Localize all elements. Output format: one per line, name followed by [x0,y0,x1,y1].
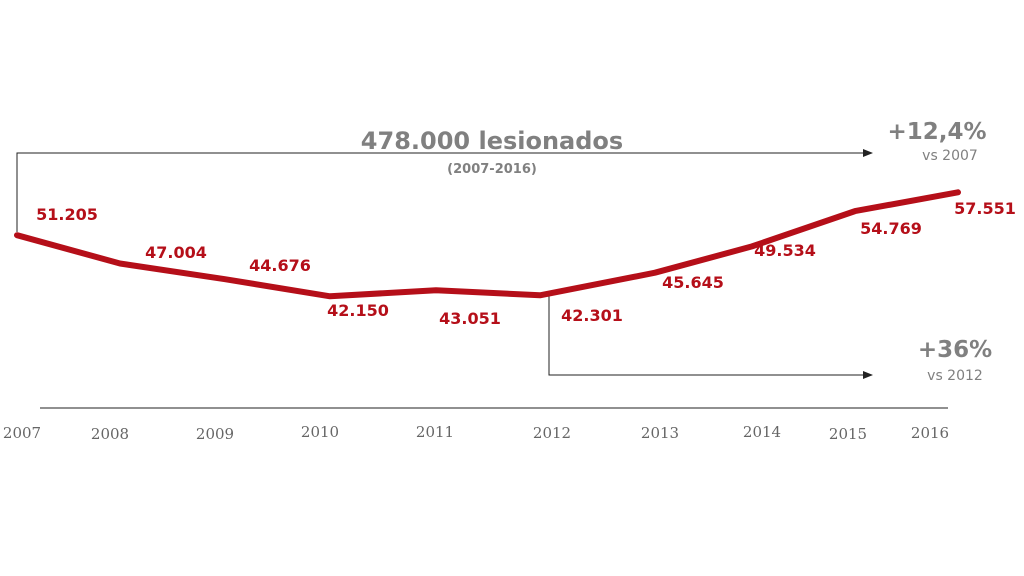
x-tick-label: 2007 [3,424,41,442]
data-label: 54.769 [860,219,922,238]
change-since-2012-ref: vs 2012 [927,368,983,384]
change-since-2012-text: +36% [918,337,992,363]
data-labels: 51.205 47.004 44.676 42.150 43.051 42.301 45.6… [36,199,1016,328]
data-label: 57.551 [954,199,1016,218]
data-label: 51.205 [36,205,98,224]
x-tick-label: 2012 [533,424,571,442]
x-tick-label: 2016 [911,424,949,442]
x-tick-label: 2015 [829,425,867,443]
since-2012-arrow [548,296,873,379]
data-label: 42.301 [561,306,623,325]
total-period-text: (2007-2016) [447,162,537,177]
data-label: 45.645 [662,273,724,292]
x-tick-label: 2008 [91,425,129,443]
x-tick-label: 2013 [641,424,679,442]
x-tick-label: 2014 [743,423,781,441]
x-axis-ticks: 2007 2008 2009 2010 2011 2012 2013 2014 2015 2016 [3,423,949,443]
total-value-text: 478.000 lesionados [361,127,623,155]
x-tick-label: 2009 [196,425,234,443]
data-label: 43.051 [439,309,501,328]
data-label: 42.150 [327,301,389,320]
x-tick-label: 2011 [416,423,454,441]
data-label: 49.534 [754,241,816,260]
change-since-2007-text: +12,4% [887,119,986,145]
data-label: 44.676 [249,256,311,275]
series-line [14,189,961,300]
data-label: 47.004 [145,243,207,262]
x-tick-label: 2010 [301,423,339,441]
change-since-2007-ref: vs 2007 [922,148,978,164]
total-period-arrow [16,149,873,232]
